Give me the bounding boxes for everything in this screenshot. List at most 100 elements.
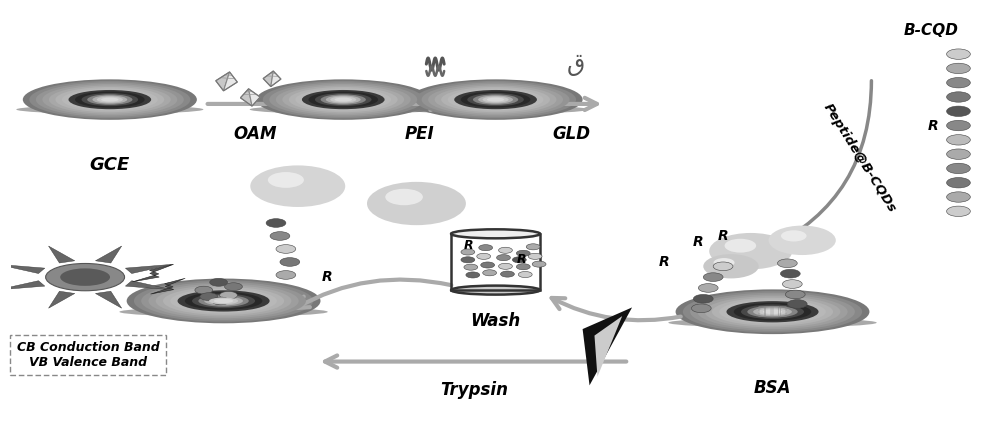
Ellipse shape	[46, 263, 125, 291]
Circle shape	[532, 261, 546, 267]
Circle shape	[947, 120, 970, 131]
Ellipse shape	[214, 299, 233, 303]
Polygon shape	[0, 264, 45, 274]
Ellipse shape	[473, 94, 518, 105]
Circle shape	[947, 192, 970, 202]
Text: GCE: GCE	[90, 155, 130, 174]
Polygon shape	[95, 246, 122, 263]
Polygon shape	[0, 281, 45, 290]
Circle shape	[781, 230, 807, 242]
Ellipse shape	[92, 96, 127, 103]
Ellipse shape	[198, 295, 249, 307]
Ellipse shape	[97, 97, 123, 103]
Circle shape	[769, 226, 836, 255]
Polygon shape	[95, 291, 122, 308]
Circle shape	[782, 280, 802, 288]
Ellipse shape	[141, 282, 306, 320]
Ellipse shape	[82, 93, 138, 106]
Ellipse shape	[402, 105, 589, 114]
Ellipse shape	[441, 87, 550, 112]
Ellipse shape	[23, 79, 197, 120]
Circle shape	[528, 253, 542, 259]
Circle shape	[780, 269, 800, 278]
Circle shape	[725, 239, 756, 252]
Ellipse shape	[36, 82, 184, 117]
Circle shape	[785, 290, 805, 299]
Ellipse shape	[487, 97, 504, 102]
Polygon shape	[49, 246, 75, 263]
Ellipse shape	[49, 85, 171, 114]
Ellipse shape	[209, 297, 238, 304]
Polygon shape	[583, 307, 632, 385]
Circle shape	[698, 284, 718, 292]
Ellipse shape	[712, 298, 833, 326]
Circle shape	[947, 106, 970, 116]
Ellipse shape	[753, 307, 792, 316]
Circle shape	[518, 271, 532, 278]
Circle shape	[464, 264, 478, 270]
Ellipse shape	[87, 94, 132, 105]
Polygon shape	[224, 72, 237, 91]
Text: ولقف: ولقف	[758, 305, 788, 318]
Circle shape	[466, 272, 480, 278]
Ellipse shape	[256, 79, 430, 120]
Circle shape	[947, 135, 970, 145]
Polygon shape	[49, 291, 75, 308]
Circle shape	[703, 254, 759, 278]
Ellipse shape	[192, 294, 255, 308]
Circle shape	[947, 78, 970, 88]
Ellipse shape	[705, 296, 840, 327]
Circle shape	[276, 271, 296, 279]
Text: R: R	[658, 255, 669, 269]
Circle shape	[200, 293, 218, 301]
Ellipse shape	[422, 82, 570, 117]
Polygon shape	[132, 265, 173, 282]
Text: BSA: BSA	[754, 378, 791, 397]
Circle shape	[266, 219, 286, 227]
Circle shape	[947, 92, 970, 102]
Ellipse shape	[454, 90, 537, 109]
Ellipse shape	[435, 85, 556, 114]
Text: CB Conduction Band
VB Valence Band: CB Conduction Band VB Valence Band	[17, 341, 159, 369]
Circle shape	[947, 149, 970, 159]
Text: R: R	[693, 236, 704, 249]
Polygon shape	[263, 71, 273, 87]
Circle shape	[499, 263, 512, 269]
Ellipse shape	[289, 87, 398, 112]
Ellipse shape	[75, 91, 145, 108]
Circle shape	[947, 163, 970, 174]
Ellipse shape	[467, 93, 524, 106]
Circle shape	[516, 250, 530, 256]
Ellipse shape	[302, 90, 385, 109]
Circle shape	[713, 262, 733, 271]
Ellipse shape	[697, 294, 848, 329]
Ellipse shape	[415, 81, 576, 118]
Ellipse shape	[156, 285, 291, 317]
Ellipse shape	[451, 229, 540, 238]
Circle shape	[497, 255, 510, 261]
Ellipse shape	[478, 96, 513, 103]
Ellipse shape	[321, 94, 366, 105]
Circle shape	[501, 271, 514, 277]
Polygon shape	[125, 264, 173, 274]
Ellipse shape	[62, 88, 158, 111]
Ellipse shape	[461, 91, 530, 108]
Ellipse shape	[276, 84, 411, 115]
Ellipse shape	[134, 280, 313, 322]
Ellipse shape	[428, 84, 563, 115]
Ellipse shape	[101, 97, 119, 102]
Text: Peptide@B-CQDs: Peptide@B-CQDs	[821, 101, 898, 215]
Polygon shape	[151, 278, 185, 294]
Circle shape	[461, 257, 475, 263]
Circle shape	[225, 283, 242, 291]
Text: R: R	[927, 119, 938, 132]
Text: B-CQD: B-CQD	[903, 23, 958, 38]
Circle shape	[691, 304, 711, 313]
Ellipse shape	[758, 308, 787, 315]
Ellipse shape	[763, 310, 782, 314]
Text: OAM: OAM	[233, 125, 277, 143]
Ellipse shape	[335, 97, 352, 102]
Text: Wash: Wash	[470, 312, 521, 330]
Ellipse shape	[170, 289, 277, 313]
Ellipse shape	[668, 318, 877, 327]
